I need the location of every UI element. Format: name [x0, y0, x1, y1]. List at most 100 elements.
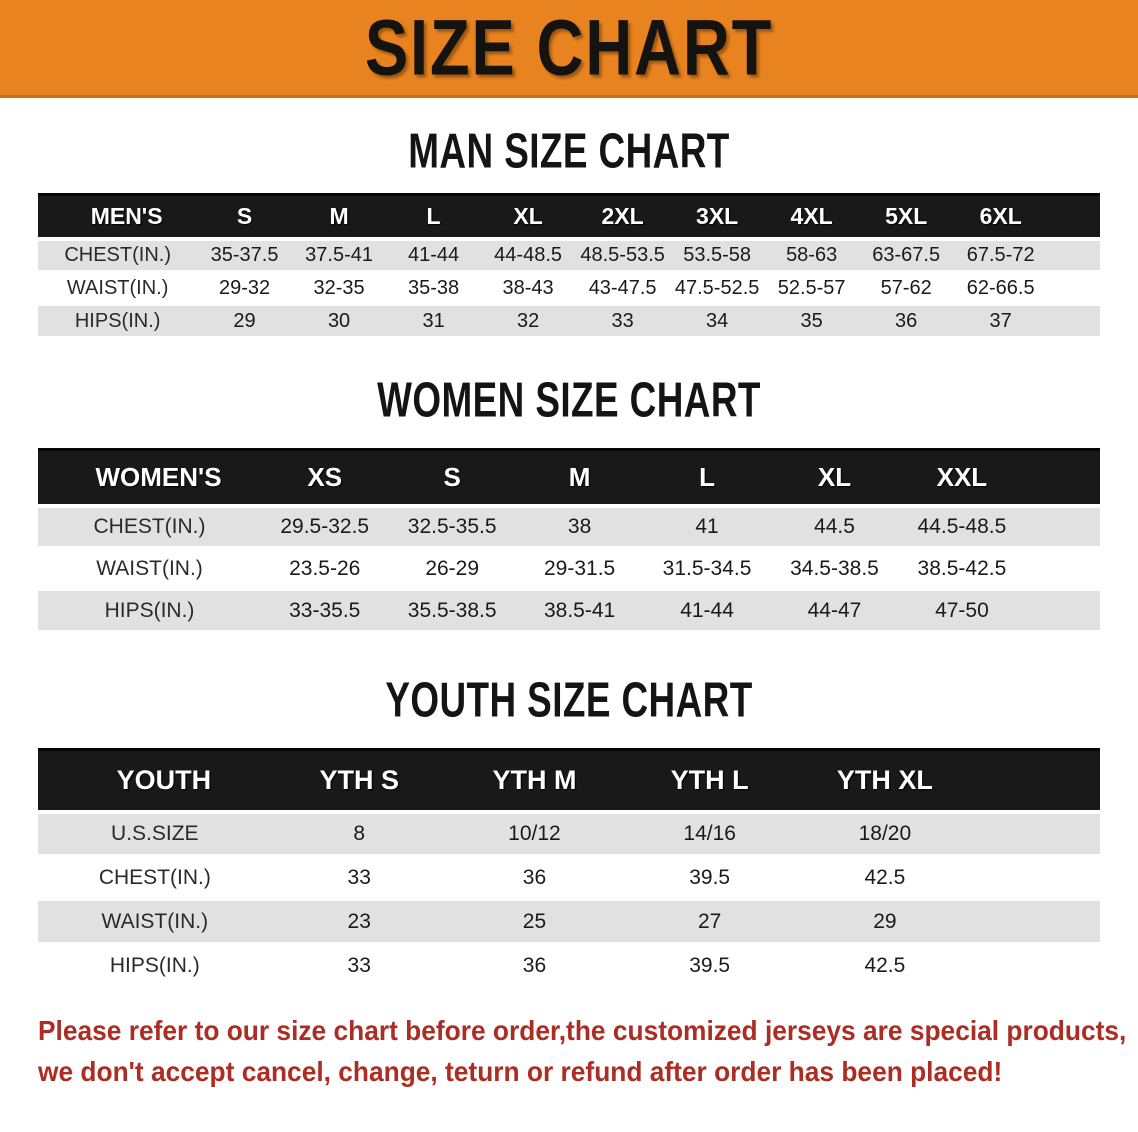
spacer-cell — [1047, 238, 1100, 272]
women-waist-row-label: WAIST(IN.) — [38, 547, 262, 590]
men-waist-value: 62-66.5 — [953, 271, 1048, 305]
men-hips-value: 31 — [386, 304, 481, 338]
youth-ussize-row-label: U.S.SIZE — [38, 811, 272, 856]
spacer-cell — [1047, 271, 1100, 305]
section-youth: YOUTH SIZE CHART YOUTH YTH S YTH M YTH L… — [0, 675, 1138, 989]
youth-hips-value: 36 — [446, 943, 623, 988]
men-hips-value: 29 — [197, 304, 292, 338]
men-hips-value: 35 — [764, 304, 859, 338]
women-column-header-spacer — [1025, 448, 1100, 508]
women-chest-value: 29.5-32.5 — [261, 505, 389, 548]
women-hips-value: 35.5-38.5 — [388, 589, 516, 632]
youth-table-row-hips: HIPS(IN.) 33 36 39.5 42.5 — [38, 943, 1100, 988]
youth-size-table: YOUTH YTH S YTH M YTH L YTH XL U.S.SIZE … — [38, 748, 1100, 989]
youth-table-row-ussize: U.S.SIZE 8 10/12 14/16 18/20 — [38, 811, 1100, 856]
women-waist-value: 29-31.5 — [515, 547, 644, 590]
women-column-header-xxl: XXL — [898, 448, 1026, 508]
women-hips-value: 41-44 — [643, 589, 771, 632]
women-chest-value: 44.5-48.5 — [898, 505, 1026, 548]
men-waist-value: 52.5-57 — [764, 271, 859, 305]
men-table-row-waist: WAIST(IN.) 29-32 32-35 35-38 38-43 43-47… — [38, 271, 1100, 305]
youth-chest-row-label: CHEST(IN.) — [38, 855, 272, 900]
youth-table-header-row: YOUTH YTH S YTH M YTH L YTH XL — [38, 748, 1100, 814]
men-chest-value: 53.5-58 — [669, 238, 765, 272]
youth-waist-row-label: WAIST(IN.) — [38, 899, 272, 944]
women-chest-value: 38 — [515, 505, 644, 548]
youth-ussize-value: 18/20 — [797, 811, 973, 856]
page-title: SIZE CHART — [364, 3, 774, 92]
women-table-row-waist: WAIST(IN.) 23.5-26 26-29 29-31.5 31.5-34… — [38, 547, 1100, 590]
youth-waist-value: 27 — [622, 899, 798, 944]
youth-ussize-value: 10/12 — [446, 811, 623, 856]
spacer-cell — [972, 855, 1100, 900]
men-hips-value: 34 — [669, 304, 765, 338]
men-hips-value: 32 — [480, 304, 576, 338]
women-waist-value: 34.5-38.5 — [770, 547, 899, 590]
women-hips-value: 38.5-41 — [515, 589, 644, 632]
youth-section-heading: YOUTH SIZE CHART — [0, 675, 1138, 725]
men-waist-value: 38-43 — [480, 271, 576, 305]
men-column-header-l: L — [386, 193, 481, 241]
youth-column-header-spacer — [972, 748, 1100, 814]
youth-chest-value: 36 — [446, 855, 623, 900]
women-column-header-m: M — [515, 448, 644, 508]
men-table-header-row: MEN'S S M L XL 2XL 3XL 4XL 5XL 6XL — [38, 193, 1100, 241]
men-table-row-hips: HIPS(IN.) 29 30 31 32 33 34 35 36 37 — [38, 304, 1100, 338]
youth-chest-value: 42.5 — [797, 855, 973, 900]
youth-table-row-waist: WAIST(IN.) 23 25 27 29 — [38, 899, 1100, 944]
men-table-corner-label: MEN'S — [38, 193, 198, 241]
men-chest-value: 58-63 — [764, 238, 859, 272]
youth-column-header-l: YTH L — [622, 748, 798, 814]
women-chest-value: 32.5-35.5 — [388, 505, 516, 548]
women-chest-row-label: CHEST(IN.) — [38, 505, 262, 548]
women-column-header-l: L — [643, 448, 771, 508]
women-section-heading: WOMEN SIZE CHART — [0, 375, 1138, 425]
disclaimer-note: Please refer to our size chart before or… — [38, 1011, 1138, 1092]
youth-column-header-m: YTH M — [446, 748, 623, 814]
men-column-header-3xl: 3XL — [669, 193, 765, 241]
men-waist-value: 47.5-52.5 — [669, 271, 765, 305]
men-hips-value: 36 — [858, 304, 954, 338]
men-waist-value: 43-47.5 — [575, 271, 670, 305]
men-column-header-m: M — [291, 193, 387, 241]
youth-hips-value: 42.5 — [797, 943, 973, 988]
size-chart-banner: SIZE CHART — [0, 0, 1138, 98]
spacer-cell — [972, 811, 1100, 856]
youth-waist-value: 29 — [797, 899, 973, 944]
women-hips-value: 47-50 — [898, 589, 1026, 632]
men-column-header-6xl: 6XL — [953, 193, 1048, 241]
women-table-row-hips: HIPS(IN.) 33-35.5 35.5-38.5 38.5-41 41-4… — [38, 589, 1100, 632]
women-column-header-xl: XL — [770, 448, 899, 508]
women-table-row-chest: CHEST(IN.) 29.5-32.5 32.5-35.5 38 41 44.… — [38, 505, 1100, 548]
men-waist-value: 29-32 — [197, 271, 292, 305]
youth-waist-value: 25 — [446, 899, 623, 944]
men-waist-value: 35-38 — [386, 271, 481, 305]
youth-waist-value: 23 — [271, 899, 447, 944]
youth-hips-value: 39.5 — [622, 943, 798, 988]
men-waist-value: 57-62 — [858, 271, 954, 305]
men-column-header-4xl: 4XL — [764, 193, 859, 241]
women-waist-value: 23.5-26 — [261, 547, 389, 590]
men-chest-value: 63-67.5 — [858, 238, 954, 272]
women-table-corner-label: WOMEN'S — [38, 448, 262, 508]
women-table-header-row: WOMEN'S XS S M L XL XXL — [38, 448, 1100, 508]
men-column-header-5xl: 5XL — [858, 193, 954, 241]
women-waist-value: 38.5-42.5 — [898, 547, 1026, 590]
youth-column-header-xl: YTH XL — [797, 748, 973, 814]
men-chest-value: 48.5-53.5 — [575, 238, 670, 272]
men-column-header-spacer — [1047, 193, 1100, 241]
youth-hips-row-label: HIPS(IN.) — [38, 943, 272, 988]
women-hips-row-label: HIPS(IN.) — [38, 589, 262, 632]
women-waist-value: 26-29 — [388, 547, 516, 590]
women-column-header-xs: XS — [261, 448, 389, 508]
section-women: WOMEN SIZE CHART WOMEN'S XS S M L XL XXL… — [0, 375, 1138, 633]
women-chest-value: 41 — [643, 505, 771, 548]
men-chest-value: 44-48.5 — [480, 238, 576, 272]
women-hips-value: 44-47 — [770, 589, 899, 632]
youth-chest-value: 33 — [271, 855, 447, 900]
youth-table-row-chest: CHEST(IN.) 33 36 39.5 42.5 — [38, 855, 1100, 900]
spacer-cell — [1025, 505, 1100, 548]
youth-hips-value: 33 — [271, 943, 447, 988]
spacer-cell — [972, 943, 1100, 988]
spacer-cell — [1047, 304, 1100, 338]
